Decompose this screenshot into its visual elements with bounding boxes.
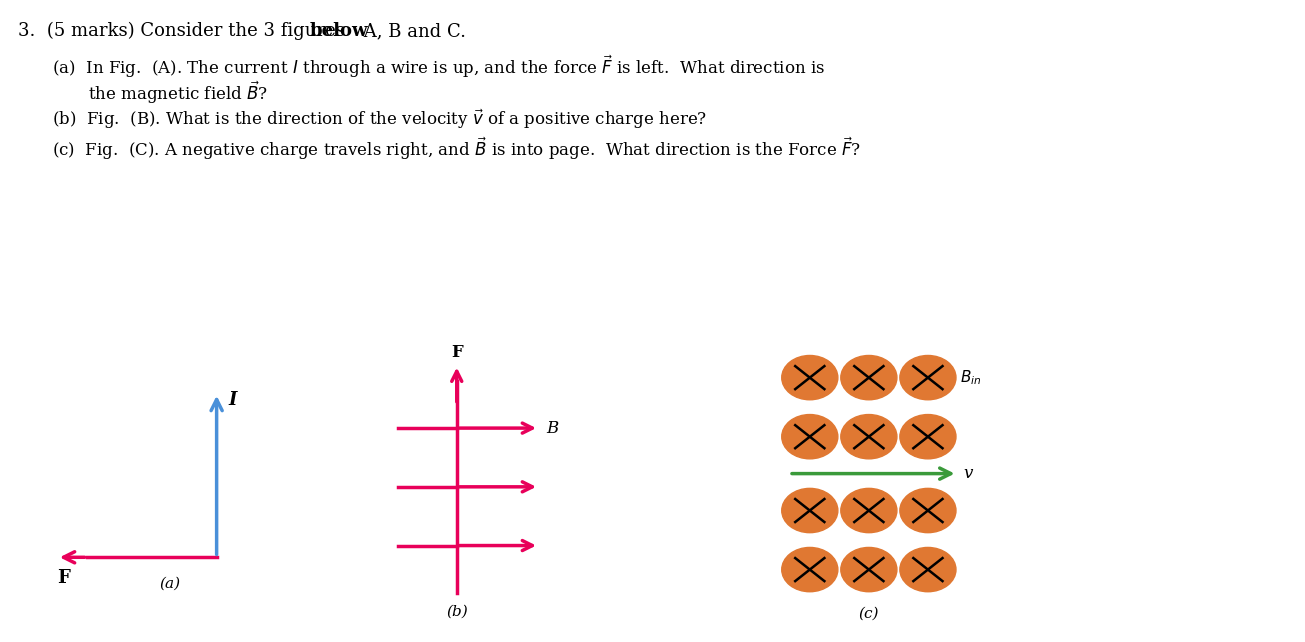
Text: B: B	[545, 420, 559, 437]
Text: (b): (b)	[446, 604, 467, 618]
Text: v: v	[963, 465, 972, 482]
Text: I: I	[228, 391, 236, 409]
Text: (b)  Fig.  (B). What is the direction of the velocity $\vec{v}$ of a positive ch: (b) Fig. (B). What is the direction of t…	[52, 108, 707, 132]
Text: (a)  In Fig.  (A). The current $I$ through a wire is up, and the force $\vec{F}$: (a) In Fig. (A). The current $I$ through…	[52, 54, 825, 80]
Ellipse shape	[900, 356, 957, 400]
Text: A, B and C.: A, B and C.	[358, 22, 466, 40]
Ellipse shape	[900, 548, 957, 592]
Text: F: F	[57, 569, 69, 587]
Ellipse shape	[900, 489, 957, 533]
Text: the magnetic field $\vec{B}$?: the magnetic field $\vec{B}$?	[87, 80, 268, 107]
Ellipse shape	[840, 548, 897, 592]
Ellipse shape	[782, 356, 838, 400]
Text: $B_{in}$: $B_{in}$	[960, 369, 981, 387]
Text: 3.  (5 marks) Consider the 3 figures: 3. (5 marks) Consider the 3 figures	[18, 22, 351, 40]
Text: F: F	[450, 344, 463, 361]
Ellipse shape	[840, 415, 897, 459]
Ellipse shape	[900, 415, 957, 459]
Ellipse shape	[782, 489, 838, 533]
Ellipse shape	[782, 548, 838, 592]
Text: (c): (c)	[859, 607, 880, 621]
Text: below: below	[311, 22, 368, 40]
Text: (a): (a)	[159, 576, 180, 590]
Ellipse shape	[782, 415, 838, 459]
Text: (c)  Fig.  (C). A negative charge travels right, and $\vec{B}$ is into page.  Wh: (c) Fig. (C). A negative charge travels …	[52, 136, 861, 162]
Ellipse shape	[840, 356, 897, 400]
Ellipse shape	[840, 489, 897, 533]
